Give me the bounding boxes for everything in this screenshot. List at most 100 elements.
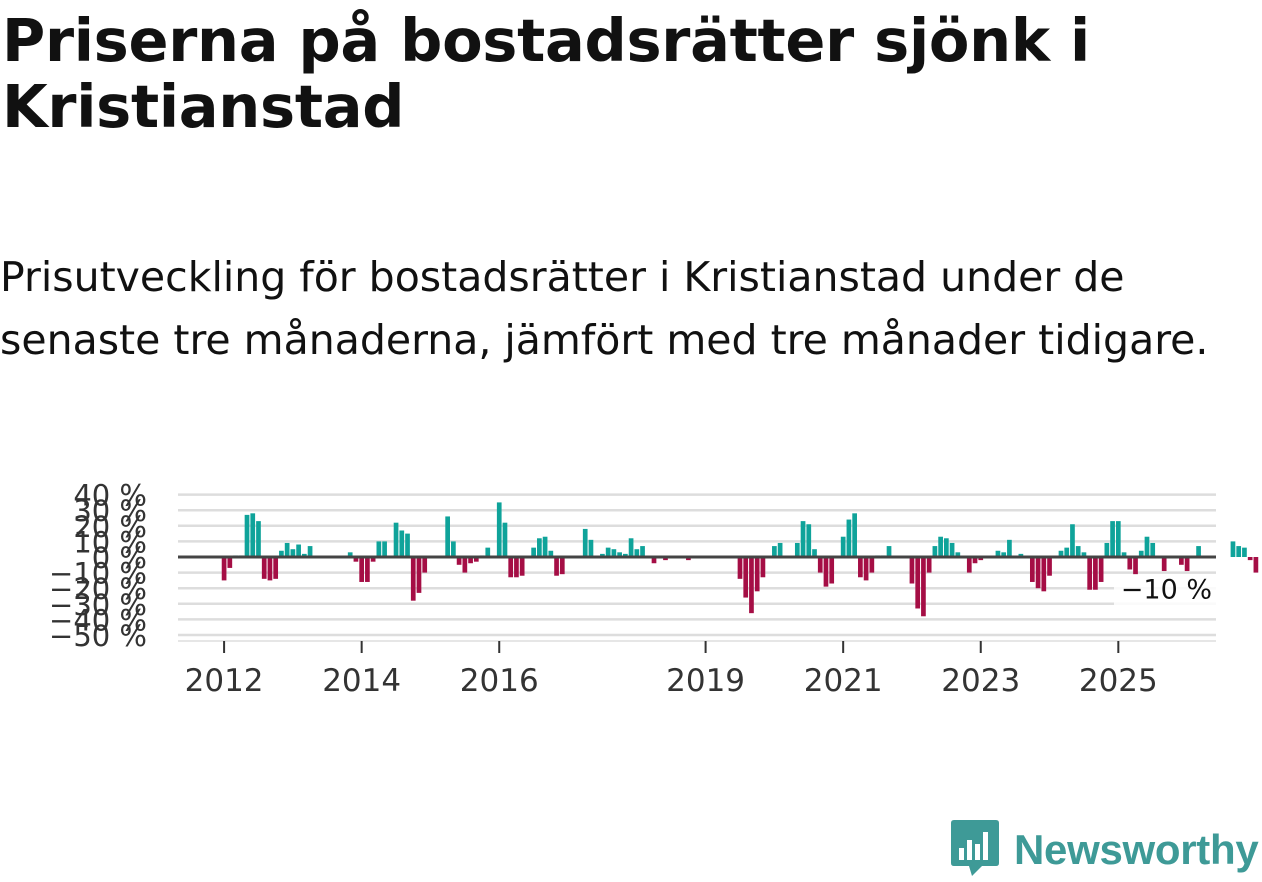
bar-negative	[823, 557, 829, 587]
bar-positive	[496, 502, 502, 557]
x-tick-label: 2012	[185, 663, 264, 699]
bar-negative	[473, 557, 479, 562]
bar-negative	[519, 557, 525, 576]
bar-negative	[1179, 557, 1184, 565]
bar-positive	[1150, 542, 1156, 557]
bar-positive	[600, 553, 605, 557]
bar-negative	[1133, 557, 1138, 575]
bar-positive	[949, 542, 955, 557]
bar-negative	[829, 557, 835, 584]
newsworthy-logo-text: Newsworthy	[1014, 826, 1259, 873]
bar-negative	[926, 557, 932, 573]
bar-negative	[972, 557, 978, 564]
x-tick-label: 2023	[941, 663, 1020, 699]
bar-negative	[1161, 557, 1167, 572]
bar-negative	[370, 557, 376, 562]
bar-negative	[1184, 557, 1190, 572]
bar-positive	[296, 544, 301, 557]
y-tick-label: 20 %	[73, 510, 147, 544]
bar-negative	[909, 557, 915, 584]
bar-negative	[267, 557, 273, 581]
bar-positive	[1070, 524, 1075, 557]
bar-positive	[938, 536, 943, 557]
bar-negative	[749, 557, 754, 614]
bar-negative	[456, 557, 462, 565]
bar-positive	[1104, 542, 1110, 557]
bar-negative	[410, 557, 416, 601]
bar-negative	[554, 557, 559, 576]
bar-positive	[955, 552, 961, 557]
bar-negative	[869, 557, 875, 573]
newsworthy-logo-icon	[950, 818, 1000, 882]
bar-positive	[445, 516, 450, 557]
bar-negative	[1127, 557, 1133, 570]
bar-positive	[794, 542, 800, 557]
bar-positive	[399, 530, 405, 557]
bar-positive	[347, 552, 353, 557]
bar-negative	[221, 557, 227, 581]
x-tick-label: 2014	[322, 663, 401, 699]
bar-positive	[1075, 546, 1081, 557]
bar-positive	[548, 550, 554, 557]
bar-positive	[588, 539, 594, 557]
bar-positive	[617, 552, 622, 557]
y-tick-label: 10 %	[73, 525, 147, 559]
bar-negative	[817, 557, 823, 573]
y-tick-label: −50 %	[49, 619, 147, 653]
bar-negative	[858, 557, 863, 578]
gridlines	[178, 493, 1216, 637]
bar-positive	[1001, 552, 1007, 557]
x-tick-label: 2021	[804, 663, 883, 699]
bar-negative	[1247, 557, 1253, 561]
annotation-background	[1114, 574, 1218, 607]
bar-negative	[863, 557, 869, 581]
bar-positive	[1196, 546, 1201, 557]
y-tick-label: −20 %	[49, 572, 147, 606]
bar-positive	[1242, 547, 1247, 557]
bar-positive	[806, 524, 812, 557]
bar-positive	[640, 546, 645, 557]
bar-positive	[405, 533, 410, 557]
bar-positive	[1138, 550, 1144, 557]
bar-positive	[852, 513, 857, 557]
bar-negative	[1093, 557, 1098, 590]
x-axis: 2012 2014 2016 2019 2021 2023 2025	[178, 640, 1216, 699]
bar-negative	[462, 557, 468, 573]
bar-negative	[508, 557, 514, 578]
bar-negative	[422, 557, 428, 573]
bar-positive	[846, 519, 852, 557]
bar-positive	[451, 541, 456, 557]
chart-subtitle: Prisutveckling för bostadsrätter i Krist…	[0, 253, 1209, 364]
bar-positive	[537, 538, 542, 557]
bar-positive	[812, 549, 817, 557]
price-change-bar-chart: 40 %30 %20 %10 %0 %−10 %−20 %−30 %−40 %−…	[49, 479, 1259, 699]
bar-positive	[611, 549, 617, 557]
bar-negative	[416, 557, 422, 593]
bars	[221, 502, 1259, 617]
bar-positive	[800, 521, 806, 557]
bar-positive	[1110, 521, 1115, 557]
bar-positive	[1121, 552, 1127, 557]
bar-positive	[301, 553, 307, 557]
bar-positive	[840, 536, 846, 557]
bar-negative	[663, 557, 668, 561]
bar-negative	[1047, 557, 1052, 576]
bar-negative	[978, 557, 984, 561]
bar-positive	[244, 514, 250, 557]
x-tick-label: 2016	[460, 663, 539, 699]
bar-negative	[1253, 557, 1259, 573]
bar-positive	[382, 541, 387, 557]
bar-negative	[1087, 557, 1093, 590]
bar-positive	[1081, 552, 1087, 557]
bar-positive	[485, 547, 491, 557]
y-axis-tick-labels: 40 %30 %20 %10 %0 %−10 %−20 %−30 %−40 %−…	[49, 479, 147, 653]
bar-positive	[542, 536, 548, 557]
newsworthy-logo[interactable]: Newsworthy	[950, 818, 1259, 882]
bar-positive	[634, 549, 640, 557]
bar-positive	[1058, 550, 1064, 557]
y-tick-label: −30 %	[49, 588, 147, 622]
bar-positive	[932, 546, 938, 557]
bar-positive	[628, 538, 634, 557]
bar-positive	[582, 528, 588, 557]
bar-positive	[502, 522, 508, 557]
